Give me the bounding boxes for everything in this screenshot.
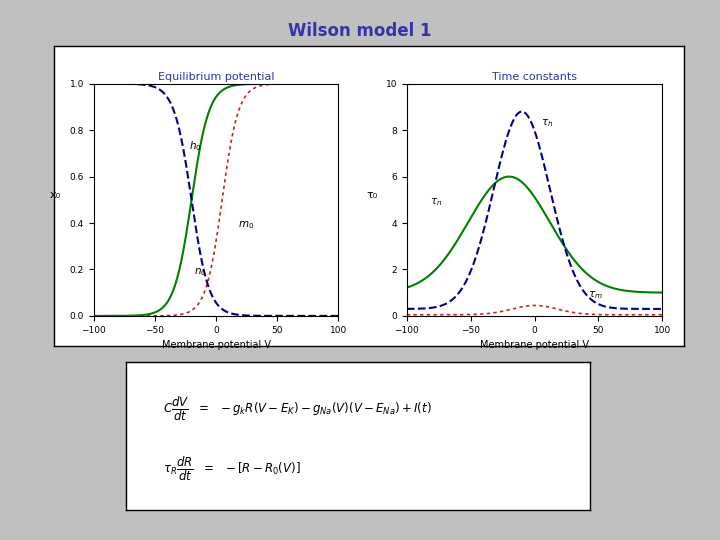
Title: Equilibrium potential: Equilibrium potential bbox=[158, 71, 274, 82]
Title: Time constants: Time constants bbox=[492, 71, 577, 82]
Text: $\tau_n$: $\tau_n$ bbox=[430, 197, 442, 208]
X-axis label: Membrane potential V: Membrane potential V bbox=[161, 340, 271, 350]
Text: $\tau_h$: $\tau_h$ bbox=[541, 118, 554, 129]
Y-axis label: τ₀: τ₀ bbox=[366, 190, 377, 200]
Text: $n_0$: $n_0$ bbox=[194, 266, 207, 278]
X-axis label: Membrane potential V: Membrane potential V bbox=[480, 340, 589, 350]
Text: $\tau_m$: $\tau_m$ bbox=[588, 289, 603, 301]
Text: $C\dfrac{dV}{dt}\ \ =\ \ -g_k R(V-E_K) - g_{Na}(V)(V-E_{Na}) + I(t)$: $C\dfrac{dV}{dt}\ \ =\ \ -g_k R(V-E_K) -… bbox=[163, 395, 432, 423]
Text: Wilson model 1: Wilson model 1 bbox=[288, 22, 432, 39]
Y-axis label: x₀: x₀ bbox=[50, 190, 61, 200]
Text: $m_0$: $m_0$ bbox=[238, 220, 254, 232]
Text: $\tau_R\dfrac{dR}{dt}\ \ =\ \ -[R - R_0(V)]$: $\tau_R\dfrac{dR}{dt}\ \ =\ \ -[R - R_0(… bbox=[163, 455, 301, 483]
Text: $h_0$: $h_0$ bbox=[189, 139, 202, 152]
